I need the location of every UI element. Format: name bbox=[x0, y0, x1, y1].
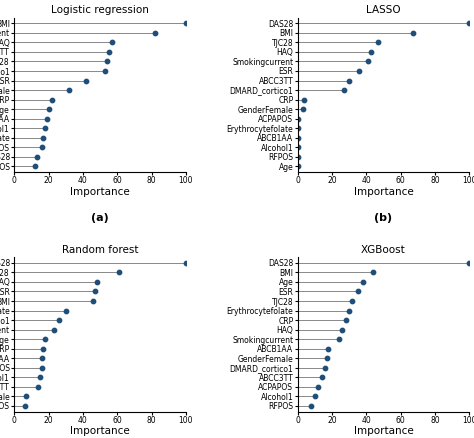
Point bbox=[38, 144, 46, 151]
Point bbox=[335, 336, 343, 343]
Point bbox=[82, 77, 90, 84]
Point bbox=[301, 96, 308, 103]
Point bbox=[338, 326, 346, 333]
Point bbox=[311, 393, 319, 400]
Point bbox=[294, 153, 301, 160]
Point bbox=[368, 48, 375, 55]
Point bbox=[115, 269, 123, 276]
Point bbox=[101, 67, 109, 74]
Point bbox=[325, 345, 332, 352]
Point bbox=[103, 58, 111, 65]
Point bbox=[364, 58, 372, 65]
Point bbox=[299, 106, 307, 113]
Title: LASSO: LASSO bbox=[366, 5, 401, 15]
Point bbox=[33, 153, 40, 160]
Point bbox=[65, 87, 73, 94]
Point bbox=[409, 29, 416, 36]
Point bbox=[38, 364, 46, 371]
Point bbox=[374, 39, 382, 46]
Point bbox=[340, 87, 348, 94]
Point bbox=[43, 115, 51, 122]
X-axis label: Importance: Importance bbox=[354, 426, 413, 436]
Point bbox=[294, 134, 301, 141]
Point bbox=[465, 259, 473, 266]
Title: Random forest: Random forest bbox=[62, 245, 138, 255]
Point bbox=[354, 288, 362, 295]
Point bbox=[45, 106, 52, 113]
X-axis label: Importance: Importance bbox=[354, 187, 413, 197]
Point bbox=[62, 307, 70, 314]
Point bbox=[35, 383, 42, 390]
Point bbox=[342, 317, 349, 324]
Point bbox=[31, 163, 38, 170]
Text: (a): (a) bbox=[91, 213, 109, 223]
Point bbox=[40, 345, 47, 352]
Title: Logistic regression: Logistic regression bbox=[51, 5, 149, 15]
Point bbox=[90, 297, 97, 304]
Point bbox=[22, 393, 30, 400]
X-axis label: Importance: Importance bbox=[70, 426, 130, 436]
Point bbox=[151, 29, 159, 36]
Point bbox=[294, 144, 301, 151]
Point bbox=[40, 134, 47, 141]
Point bbox=[294, 163, 301, 170]
Point bbox=[294, 115, 301, 122]
Point bbox=[91, 288, 99, 295]
Point bbox=[349, 297, 356, 304]
Point bbox=[314, 383, 322, 390]
Point bbox=[50, 326, 57, 333]
Point bbox=[55, 317, 63, 324]
Point bbox=[38, 355, 46, 362]
Point bbox=[182, 20, 190, 27]
Point bbox=[93, 279, 100, 286]
X-axis label: Importance: Importance bbox=[70, 187, 130, 197]
Point bbox=[465, 20, 473, 27]
Point bbox=[108, 39, 116, 46]
Point bbox=[318, 374, 325, 381]
Point bbox=[345, 307, 353, 314]
Point bbox=[356, 67, 363, 74]
Point bbox=[36, 374, 44, 381]
Point bbox=[182, 259, 190, 266]
Point bbox=[321, 364, 329, 371]
Point bbox=[21, 403, 28, 410]
Point bbox=[48, 96, 56, 103]
Title: XGBoost: XGBoost bbox=[361, 245, 406, 255]
Point bbox=[369, 269, 377, 276]
Point bbox=[294, 125, 301, 132]
Point bbox=[41, 125, 49, 132]
Point bbox=[308, 403, 315, 410]
Point bbox=[105, 48, 112, 55]
Point bbox=[323, 355, 330, 362]
Text: (b): (b) bbox=[374, 213, 392, 223]
Point bbox=[41, 336, 49, 343]
Point bbox=[359, 279, 366, 286]
Point bbox=[345, 77, 353, 84]
